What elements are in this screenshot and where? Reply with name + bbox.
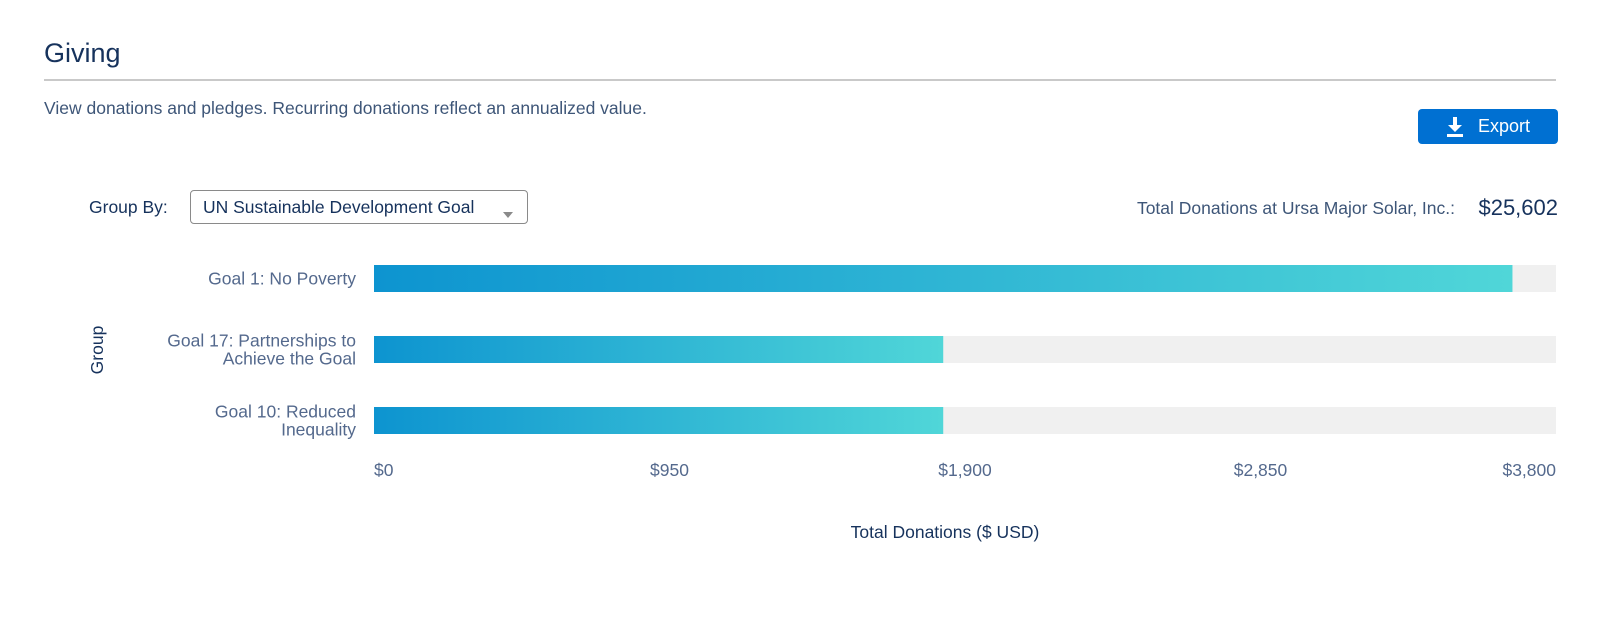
x-tick-label: $950 [650,460,689,480]
category-label: Goal 17: Partnerships to [167,331,356,351]
export-button[interactable]: Export [1418,109,1558,144]
category-label: Inequality [281,420,356,440]
group-by-value: UN Sustainable Development Goal [203,196,475,217]
page-description: View donations and pledges. Recurring do… [44,98,647,118]
bar[interactable] [374,265,1513,292]
x-axis-label: Total Donations ($ USD) [851,522,1040,542]
category-label: Achieve the Goal [223,349,356,369]
category-label: Goal 1: No Poverty [208,269,356,289]
bar[interactable] [374,336,944,363]
page-title: Giving [44,38,121,68]
download-icon [1446,116,1464,137]
chevron-down-icon [503,205,513,223]
x-tick-label: $0 [374,460,394,480]
total-donations-label: Total Donations at Ursa Major Solar, Inc… [1136,198,1455,218]
export-label: Export [1477,116,1531,136]
y-axis-label: Group [87,326,107,375]
group-by-select[interactable]: UN Sustainable Development Goal [190,190,528,224]
total-donations-value: $25,602 [1478,195,1558,220]
x-tick-label: $2,850 [1234,460,1288,480]
x-tick-label: $3,800 [1502,460,1556,480]
title-divider [44,79,1556,81]
x-tick-label: $1,900 [938,460,992,480]
group-by-label: Group By: [89,197,168,217]
bar[interactable] [374,407,944,434]
category-label: Goal 10: Reduced [215,402,356,422]
